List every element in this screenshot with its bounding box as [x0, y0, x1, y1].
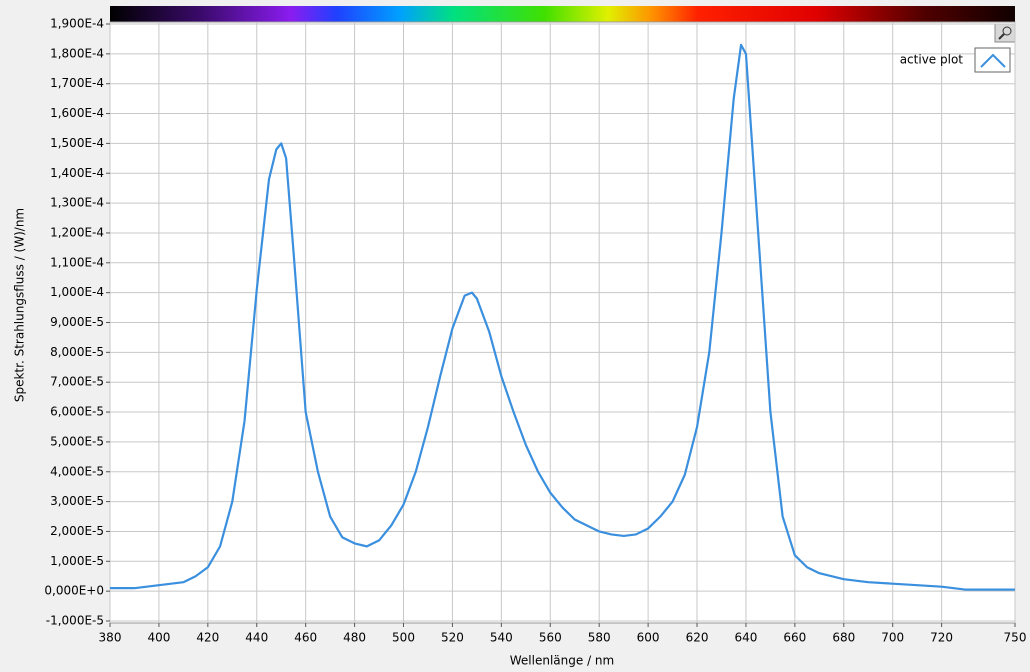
x-tick-label: 750 — [1004, 631, 1027, 645]
legend-swatch — [980, 53, 1006, 68]
zoom-icon-handle — [998, 33, 1005, 40]
y-tick-label: -1,000E-5 — [46, 614, 104, 628]
x-tick-label: 660 — [783, 631, 806, 645]
zoom-icon — [1002, 26, 1012, 36]
y-tick-label: 1,000E-5 — [50, 554, 104, 568]
x-tick-label: 520 — [441, 631, 464, 645]
x-tick-label: 480 — [343, 631, 366, 645]
zoom-button[interactable] — [994, 23, 1016, 43]
x-tick-label: 720 — [930, 631, 953, 645]
y-tick-label: 1,600E-4 — [50, 106, 104, 120]
spectrum-bar — [110, 6, 1015, 22]
x-tick-label: 460 — [294, 631, 317, 645]
x-tick-label: 680 — [832, 631, 855, 645]
x-tick-label: 580 — [588, 631, 611, 645]
y-tick-label: 1,500E-4 — [50, 136, 104, 150]
y-tick-label: 9,000E-5 — [50, 315, 104, 329]
x-tick-label: 440 — [245, 631, 268, 645]
y-tick-label: 1,100E-4 — [50, 255, 104, 269]
y-tick-label: 6,000E-5 — [50, 405, 104, 419]
x-tick-label: 700 — [881, 631, 904, 645]
y-tick-label: 7,000E-5 — [50, 375, 104, 389]
y-tick-label: 0,000E+0 — [44, 584, 104, 598]
zoom-box[interactable] — [994, 23, 1016, 43]
y-axis-title: Spektr. Strahlungsfluss / (W)/nm — [13, 208, 27, 402]
y-tick-label: 4,000E-5 — [50, 464, 104, 478]
plot-layer — [109, 22, 1016, 623]
x-tick-label: 400 — [147, 631, 170, 645]
y-tick-label: 8,000E-5 — [50, 345, 104, 359]
legend-label: active plot — [900, 53, 964, 67]
y-tick-label: 5,000E-5 — [50, 434, 104, 448]
x-tick-label: 560 — [539, 631, 562, 645]
y-tick-label: 1,300E-4 — [50, 196, 104, 210]
y-tick-label: 1,000E-4 — [50, 285, 104, 299]
y-tick-label: 1,700E-4 — [50, 76, 104, 90]
y-tick-label: 2,000E-5 — [50, 524, 104, 538]
legend: active plot — [900, 47, 1011, 73]
data-line — [110, 43, 1015, 591]
legend-box — [974, 47, 1011, 73]
x-tick-label: 420 — [196, 631, 219, 645]
y-tick-label: 1,800E-4 — [50, 46, 104, 60]
x-tick-label: 380 — [99, 631, 122, 645]
x-tick-label: 620 — [686, 631, 709, 645]
x-tick-label: 600 — [637, 631, 660, 645]
x-tick-label: 500 — [392, 631, 415, 645]
y-tick-label: 3,000E-5 — [50, 494, 104, 508]
y-tick-label: 1,900E-4 — [50, 17, 104, 31]
y-tick-label: 1,400E-4 — [50, 166, 104, 180]
x-axis-title: Wellenlänge / nm — [510, 654, 614, 668]
y-tick-label: 1,200E-4 — [50, 225, 104, 239]
x-tick-label: 640 — [734, 631, 757, 645]
x-tick-label: 540 — [490, 631, 513, 645]
